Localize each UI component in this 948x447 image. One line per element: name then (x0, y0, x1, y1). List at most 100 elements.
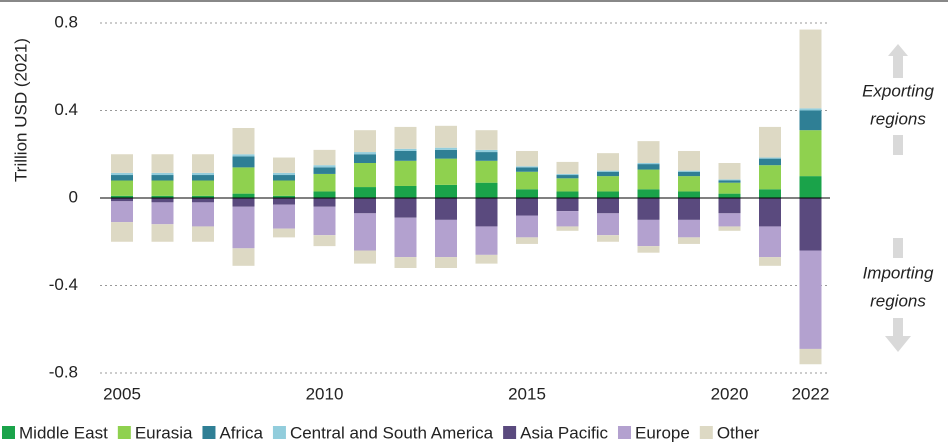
bar-segment (313, 167, 336, 174)
bar-segment (273, 195, 295, 198)
bar-segment (516, 198, 538, 216)
bar-segment (273, 180, 295, 196)
bar-segment (637, 189, 660, 198)
bar-segment (759, 157, 781, 159)
bar-segment (232, 248, 255, 266)
bar-segment (516, 167, 538, 172)
bar-segment (192, 202, 214, 227)
bar-segment (354, 154, 376, 163)
bar-segment (718, 193, 741, 198)
bar-segment (111, 201, 133, 223)
bar-segment (151, 224, 174, 242)
bar-segment (678, 170, 700, 172)
bar-segment (273, 157, 295, 173)
bar-segment (111, 198, 133, 202)
bar-segment (637, 246, 660, 253)
bar-segment (394, 126, 417, 149)
bar-segment (637, 164, 660, 170)
bar-segment (151, 202, 174, 225)
y-tick-label: 0 (69, 187, 78, 206)
bar-segment (111, 180, 133, 196)
legend-label: Other (717, 423, 760, 442)
bar-segment (475, 149, 498, 153)
bar-segment (637, 219, 660, 247)
y-tick-label: -0.4 (49, 275, 78, 294)
bar-segment (637, 198, 660, 220)
bar-segment (232, 206, 255, 249)
bar-segment (354, 163, 376, 188)
bar-segment (759, 126, 781, 158)
bar-segment (435, 125, 457, 148)
up-arrow (888, 44, 908, 78)
bar-segment (759, 165, 781, 190)
bar-segment (313, 235, 336, 247)
bar-segment (273, 204, 295, 229)
x-tick-label: 2020 (711, 384, 749, 403)
bar-segment (516, 166, 538, 168)
bar-segment (516, 215, 538, 238)
bar-segment (678, 171, 700, 177)
bar-segment (151, 175, 174, 181)
y-tick-label: 0.4 (54, 100, 78, 119)
bar-segment (111, 222, 133, 242)
bar-segment (192, 175, 214, 181)
x-tick-label: 2015 (508, 384, 546, 403)
bar-segment (435, 198, 457, 220)
bar-segment (273, 175, 295, 181)
bar-segment (394, 217, 417, 258)
bar-segment (435, 184, 457, 198)
bar-segment (435, 158, 457, 185)
bar-segment (718, 163, 741, 180)
bar-segment (759, 158, 781, 166)
bar-segment (354, 152, 376, 155)
bar-segment (759, 198, 781, 227)
bar-segment (556, 175, 579, 179)
legend-swatch (617, 426, 631, 439)
bar-segment (475, 198, 498, 227)
bar-segment (435, 147, 457, 150)
bar-segment (799, 250, 822, 349)
bar-segment (192, 154, 214, 173)
legend-label: Europe (635, 423, 690, 442)
legend-swatch (202, 426, 216, 439)
annotation: regions (870, 291, 926, 310)
bar-segment (313, 198, 336, 207)
bar-segment (718, 182, 741, 194)
bar-segment (435, 219, 457, 258)
bar-segment (313, 206, 336, 236)
legend-label: Africa (219, 423, 263, 442)
bar-segment (394, 160, 417, 186)
bar-segment (556, 173, 579, 176)
bar-segment (718, 179, 741, 181)
annotation: regions (870, 109, 926, 128)
bar-segment (597, 176, 619, 192)
legend-swatch (117, 426, 131, 439)
bar-segment (597, 213, 619, 236)
bar-segment (678, 191, 700, 198)
bar-segment (597, 171, 619, 177)
bar-segment (394, 185, 417, 198)
bar-segment (192, 226, 214, 242)
bar-segment (475, 254, 498, 264)
bar-segment (313, 173, 336, 192)
legend-label: Middle East (19, 423, 108, 442)
legend-swatch (2, 426, 15, 439)
bar-segment (273, 172, 295, 176)
bar-segment (597, 198, 619, 214)
bar-segment (637, 169, 660, 190)
legend-swatch (699, 426, 713, 439)
legend-swatch (503, 426, 517, 439)
bar-segment (556, 226, 579, 231)
bar-segment (597, 191, 619, 198)
bar-segment (151, 172, 174, 176)
y-tick-label: 0.8 (54, 12, 78, 31)
bar-segment (597, 235, 619, 242)
down-arrow (885, 318, 911, 352)
bar-segment (678, 198, 700, 220)
bar-segment (273, 198, 295, 205)
bar-segment (637, 141, 660, 163)
bar-segment (799, 176, 822, 198)
bar-segment (475, 182, 498, 198)
bar-segment (354, 250, 376, 264)
bar-segment (759, 257, 781, 266)
